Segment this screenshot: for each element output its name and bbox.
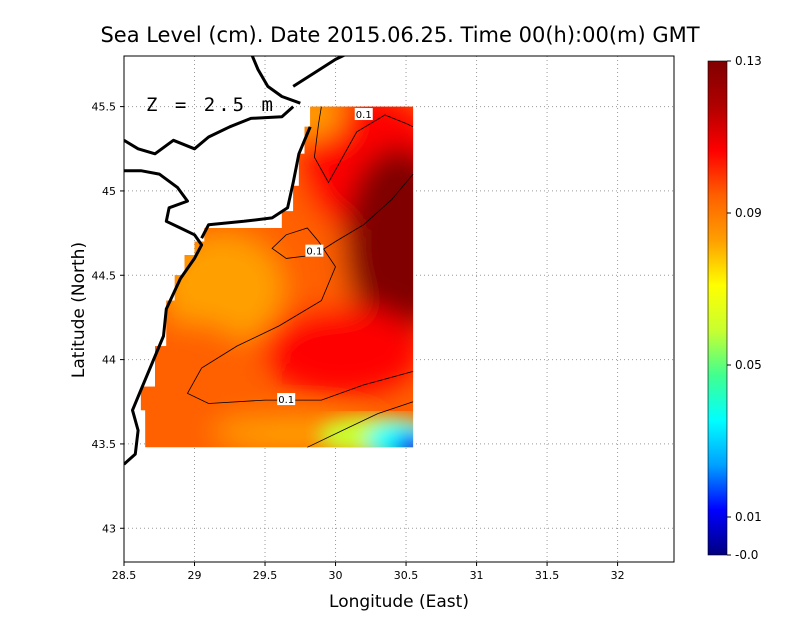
coastline-west — [124, 169, 204, 466]
x-tick-label: 31 — [470, 569, 484, 582]
field-region-eastern-maximum — [344, 146, 414, 337]
colorbar-tick-label: 0.05 — [735, 358, 762, 372]
colorbar-ticks: 0.13 0.09 0.05 0.01 -0.0 — [727, 54, 762, 562]
y-tick-label: 44 — [102, 354, 116, 367]
contour-line — [186, 173, 414, 404]
coastline-delta — [124, 105, 295, 156]
coastline — [124, 56, 347, 466]
contour-lines: 0.1 0.1 0.1 — [186, 106, 414, 448]
x-axis-ticks: 28.5 29 29.5 30 30.5 31 31.5 32 — [112, 562, 625, 582]
chart-title: Sea Level (cm). Date 2015.06.25. Time 00… — [100, 23, 699, 47]
x-tick-label: 30.5 — [394, 569, 419, 582]
colorbar-tick-label: 0.13 — [735, 54, 762, 68]
colorbar — [707, 60, 728, 556]
coastline-north — [292, 56, 347, 88]
colorbar-tick-label: 0.09 — [735, 206, 762, 220]
y-tick-label: 45.5 — [92, 101, 117, 114]
x-tick-label: 29.5 — [253, 569, 278, 582]
y-tick-label: 44.5 — [92, 269, 117, 282]
depth-annotation: Z = 2.5 m — [146, 94, 276, 116]
x-tick-label: 31.5 — [535, 569, 560, 582]
field-region-southwest — [140, 321, 255, 432]
contour-label-box — [354, 108, 373, 121]
y-tick-label: 43 — [102, 522, 116, 535]
contour-label: 0.1 — [356, 110, 372, 121]
x-tick-label: 30 — [329, 569, 343, 582]
y-tick-label: 45 — [102, 185, 116, 198]
contour-line — [313, 106, 414, 184]
contour-line — [307, 401, 414, 448]
contour-label: 0.1 — [306, 247, 322, 258]
y-axis-label: Latitude (North) — [69, 242, 89, 378]
contour-label-box — [305, 244, 324, 257]
contour-label: 0.1 — [278, 395, 294, 406]
x-axis-label: Longitude (East) — [329, 592, 469, 612]
y-tick-label: 43.5 — [92, 438, 117, 451]
y-axis-ticks: 43 43.5 44 44.5 45 45.5 — [92, 101, 124, 535]
colorbar-tick-label: -0.0 — [735, 548, 758, 562]
field-region-southeast-minimum — [395, 433, 414, 448]
coastline-north-lagoon — [250, 56, 301, 105]
field-surface-southeast — [317, 415, 414, 448]
x-tick-label: 32 — [611, 569, 625, 582]
coastline-delta-front — [200, 126, 312, 239]
contour-label-box — [277, 393, 296, 406]
colorbar-tick-label: 0.01 — [735, 510, 762, 524]
field-region-central — [262, 306, 414, 397]
x-tick-label: 28.5 — [112, 569, 137, 582]
x-tick-label: 29 — [188, 569, 202, 582]
plot-frame — [123, 55, 675, 563]
